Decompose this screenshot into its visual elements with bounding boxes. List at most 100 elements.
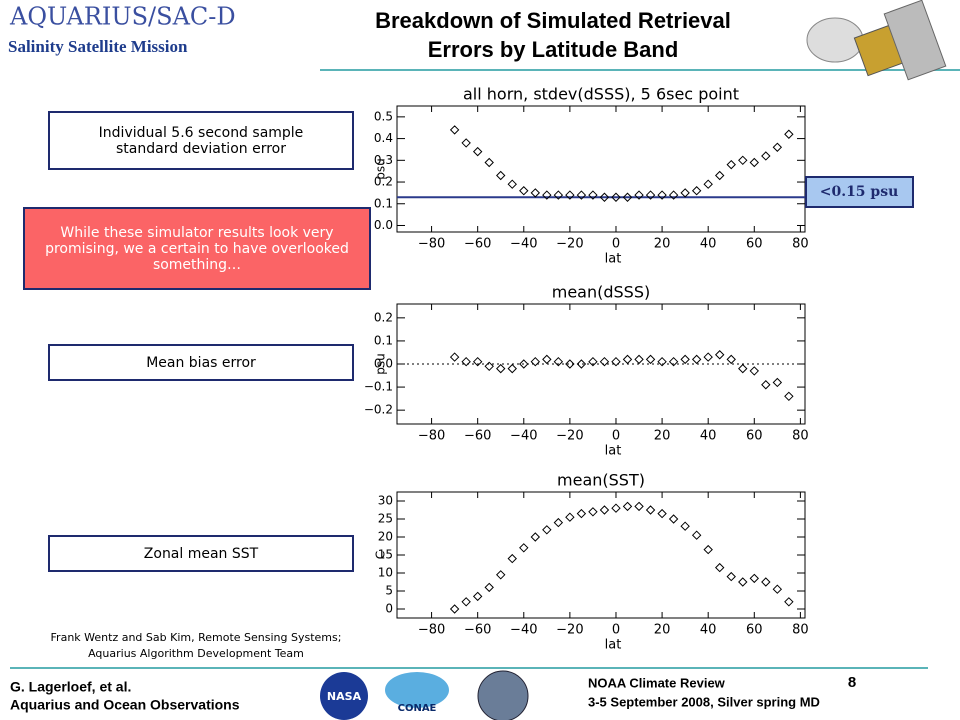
y-tick-label: 0.1 — [374, 333, 393, 347]
y-tick-label: 0.4 — [374, 131, 393, 145]
x-tick-label: 40 — [700, 623, 717, 638]
x-tick-label: 80 — [792, 237, 809, 252]
mission: Salinity Satellite Mission — [8, 37, 188, 56]
plot-frame — [396, 105, 806, 233]
page-number: 8 — [848, 674, 856, 691]
marker — [449, 352, 460, 362]
chart-title: mean(SST) — [557, 471, 645, 490]
marker — [668, 190, 679, 200]
x-tick-label: 80 — [792, 623, 809, 638]
author: G. Lagerloef, et al. — [10, 679, 131, 695]
x-tick-label: −20 — [556, 623, 583, 638]
slide-title: Breakdown of Simulated Retrieval — [375, 8, 731, 33]
marker — [691, 186, 702, 196]
marker — [519, 543, 529, 553]
x-tick-label: 20 — [654, 429, 671, 444]
marker — [691, 354, 702, 365]
y-tick-label: 0.5 — [374, 109, 393, 123]
chart-title: all horn, stdev(dSSS), 5 6sec point — [463, 85, 739, 104]
x-axis-label: lat — [605, 638, 622, 653]
x-tick-label: −20 — [556, 429, 583, 444]
x-tick-label: 40 — [700, 237, 717, 252]
marker — [484, 157, 494, 168]
marker — [496, 570, 506, 580]
logo-label: CONAE — [398, 703, 437, 714]
y-tick-label: 10 — [378, 566, 393, 580]
marker — [784, 597, 794, 607]
marker — [461, 138, 471, 148]
marker — [634, 190, 644, 200]
x-tick-label: 80 — [792, 429, 809, 444]
marker — [749, 157, 759, 168]
y-tick-label: 0.0 — [374, 357, 393, 371]
x-tick-label: 0 — [612, 623, 620, 638]
annotation-box — [805, 176, 914, 208]
text-box — [48, 111, 354, 170]
x-tick-label: −80 — [418, 237, 445, 252]
marker — [611, 192, 621, 202]
marker — [496, 363, 506, 374]
marker — [668, 356, 679, 367]
marker — [657, 190, 667, 200]
box-text: While these simulator results look very … — [45, 224, 349, 273]
credit: Frank Wentz and Sab Kim, Remote Sensing … — [51, 631, 342, 644]
marker — [588, 190, 598, 200]
marker — [530, 532, 541, 542]
x-tick-label: 0 — [612, 429, 620, 444]
marker — [565, 512, 575, 522]
marker — [691, 530, 702, 540]
marker — [726, 159, 736, 170]
marker — [449, 125, 460, 135]
marker — [634, 501, 644, 512]
marker — [461, 597, 471, 607]
y-tick-label: 0.2 — [374, 310, 393, 324]
y-axis-label: psu — [374, 353, 388, 374]
marker — [749, 573, 759, 584]
marker — [588, 356, 598, 367]
x-tick-label: 60 — [746, 623, 763, 638]
text-box — [48, 344, 354, 381]
x-tick-label: −60 — [464, 429, 491, 444]
marker — [726, 571, 736, 582]
marker — [784, 391, 794, 402]
marker — [761, 151, 771, 161]
x-tick-label: −20 — [556, 237, 583, 252]
event: NOAA Climate Review — [588, 675, 726, 690]
x-tick-label: 60 — [746, 429, 763, 444]
marker — [703, 352, 713, 362]
marker — [588, 507, 598, 517]
event: 3-5 September 2008, Silver spring MD — [588, 694, 820, 709]
x-tick-label: −80 — [418, 429, 445, 444]
marker — [461, 356, 471, 367]
text-box — [23, 207, 371, 290]
y-tick-label: 0 — [385, 602, 393, 616]
marker — [738, 577, 748, 587]
marker — [507, 179, 517, 189]
logo-text: AQUARIUS/SAC-D — [9, 3, 236, 31]
marker — [611, 356, 621, 367]
y-tick-label: 15 — [378, 548, 393, 562]
marker — [484, 361, 494, 372]
marker — [726, 354, 736, 365]
marker — [772, 142, 783, 152]
marker — [565, 190, 575, 200]
y-tick-label: 30 — [378, 494, 393, 508]
marker — [715, 170, 725, 181]
asi-logo — [477, 670, 529, 720]
marker — [703, 179, 713, 189]
marker — [622, 354, 633, 365]
y-tick-label: 20 — [378, 530, 393, 544]
marker — [784, 129, 794, 139]
x-tick-label: −40 — [510, 623, 537, 638]
y-tick-label: 0.3 — [374, 153, 393, 167]
marker — [611, 503, 621, 513]
marker — [680, 521, 690, 531]
x-tick-label: −80 — [418, 623, 445, 638]
marker — [472, 591, 483, 602]
marker — [507, 553, 517, 564]
text-box-content: While these simulator results look very … — [45, 224, 349, 273]
marker — [761, 577, 771, 587]
marker — [472, 356, 483, 367]
y-tick-label: −0.2 — [364, 403, 393, 417]
